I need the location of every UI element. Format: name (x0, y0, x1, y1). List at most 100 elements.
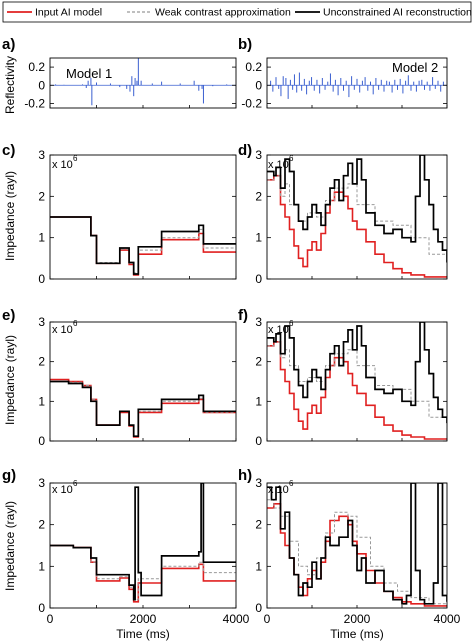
plot-area-a (50, 58, 236, 106)
panel-tag-g: g) (2, 467, 16, 484)
panel-b: -0.2 0 0.2 (241, 57, 448, 110)
ytick-label-c-3: 3 (38, 148, 45, 162)
series-input-ai-model-f (267, 341, 447, 440)
xtick-label-h-0: 0 (264, 612, 271, 626)
panel-tag-e: e) (2, 307, 15, 324)
ytick-label-h-1: 1 (255, 559, 262, 573)
multiplier-exp: 6 (73, 319, 78, 328)
xlabel-time-h: Time (ms) (330, 627, 384, 641)
multiplier-e: x 10 6 (52, 319, 78, 336)
panel-tag-a: a) (2, 36, 15, 53)
ylabel-impedance-g: Impedance (rayl) (3, 501, 17, 591)
multiplier-h: x 10 6 (268, 479, 294, 496)
ytick-label-d-0: 0 (255, 272, 262, 286)
panel-a: -0.2 0 0.2 (24, 57, 237, 110)
ytick-label-c-0: 0 (38, 272, 45, 286)
ytick-label-e-2: 2 (38, 355, 45, 369)
series-weak-contrast-approximation-d (267, 175, 447, 263)
panel-g: 0 1 2 3 0 2000 4000 (38, 476, 249, 626)
series-unconstrained-ai-reconstruction-g (50, 483, 236, 601)
plot-area-e (50, 378, 236, 438)
legend-label-weak: Weak contrast approximation (155, 7, 291, 19)
multiplier-exp: 6 (289, 479, 294, 488)
panel-tag-c: c) (2, 142, 15, 159)
legend-label-unconstrained: Unconstrained AI reconstruction (323, 7, 472, 19)
plot-area-d (267, 155, 447, 278)
axes-frame-g (49, 482, 237, 609)
ytick-label-c-2: 2 (38, 189, 45, 203)
ytick-label-e-1: 1 (38, 394, 45, 408)
ytick-label-b-0: -0.2 (241, 96, 262, 110)
multiplier-base: x 10 (52, 484, 73, 496)
ytick-label-a-2: 0.2 (28, 60, 45, 74)
ytick-label-d-2: 2 (255, 189, 262, 203)
ytick-label-f-0: 0 (255, 434, 262, 448)
series-weak-contrast-approximation-g (50, 545, 236, 601)
panel-tag-b: b) (238, 36, 252, 53)
multiplier-d: x 10 6 (268, 154, 294, 171)
annotation-model-1: Model 1 (66, 66, 112, 81)
multiplier-exp: 6 (73, 154, 78, 163)
multiplier-c: x 10 6 (52, 154, 78, 171)
panel-e: 0 1 2 3 (38, 315, 237, 448)
ylabel-impedance-e: Impedance (rayl) (3, 335, 17, 425)
legend: Input AI model Weak contrast approximati… (2, 1, 472, 23)
ylabel-reflectivity: Reflectivity (3, 56, 17, 114)
ytick-label-a-0: -0.2 (24, 96, 45, 110)
ytick-label-g-2: 2 (38, 518, 45, 532)
plot-area-g (50, 483, 236, 603)
ytick-label-g-0: 0 (38, 601, 45, 615)
ytick-label-h-2: 2 (255, 518, 262, 532)
series-input-ai-model-d (267, 174, 447, 278)
ytick-label-e-0: 0 (38, 434, 45, 448)
panel-f: 0 1 2 3 (255, 315, 448, 448)
xtick-label-g-0: 0 (47, 612, 54, 626)
ytick-label-f-3: 3 (255, 315, 262, 329)
multiplier-base: x 10 (268, 159, 289, 171)
series-unconstrained-ai-reconstruction-h (267, 483, 447, 605)
multiplier-g: x 10 6 (52, 479, 78, 496)
series-input-ai-model-e (50, 378, 236, 438)
xtick-label-g-1: 2000 (130, 612, 157, 626)
ytick-label-b-2: 0.2 (245, 60, 262, 74)
ytick-label-f-2: 2 (255, 355, 262, 369)
multiplier-exp: 6 (73, 479, 78, 488)
ytick-label-e-3: 3 (38, 315, 45, 329)
multiplier-exp: 6 (289, 154, 294, 163)
ytick-label-b-1: 0 (255, 78, 262, 92)
ytick-label-h-3: 3 (255, 476, 262, 490)
panel-c: 0 1 2 3 (38, 148, 237, 286)
ytick-label-c-1: 1 (38, 231, 45, 245)
ytick-label-a-1: 0 (38, 78, 45, 92)
xlabel-time-g: Time (ms) (116, 627, 170, 641)
ytick-label-f-1: 1 (255, 394, 262, 408)
multiplier-base: x 10 (268, 324, 289, 336)
series-weak-contrast-approximation-f (267, 341, 447, 426)
multiplier-exp: 6 (289, 319, 294, 328)
multiplier-base: x 10 (52, 324, 73, 336)
series-weak-contrast-approximation-c (50, 216, 236, 274)
xtick-label-h-1: 2000 (344, 612, 371, 626)
ytick-label-g-1: 1 (38, 559, 45, 573)
plot-area-h (267, 483, 447, 607)
multiplier-f: x 10 6 (268, 319, 294, 336)
series-unconstrained-ai-reconstruction-c (50, 216, 236, 275)
annotation-model-2: Model 2 (392, 60, 438, 75)
legend-box (2, 1, 472, 23)
panel-tag-d: d) (238, 142, 252, 159)
plot-area-c (50, 216, 236, 276)
ytick-label-h-0: 0 (255, 601, 262, 615)
series-unconstrained-ai-reconstruction-e (50, 380, 236, 438)
panel-h: 0 1 2 3 0 2000 4000 (255, 476, 460, 626)
series-unconstrained-ai-reconstruction-d (267, 155, 447, 263)
ytick-label-d-3: 3 (255, 148, 262, 162)
xtick-label-h-2: 4000 (434, 612, 461, 626)
plot-area-b (267, 72, 447, 99)
plot-area-f (267, 322, 447, 440)
multiplier-base: x 10 (268, 484, 289, 496)
multiplier-base: x 10 (52, 159, 73, 171)
series-unconstrained-ai-reconstruction-f (267, 322, 447, 424)
series-input-ai-model-g (50, 544, 236, 603)
